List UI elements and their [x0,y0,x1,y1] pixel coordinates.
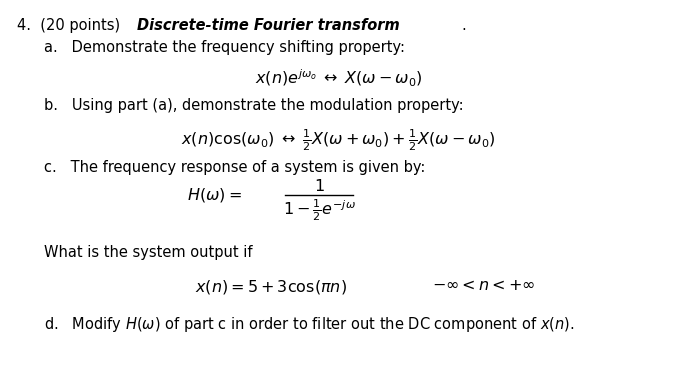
Text: $x(n) = 5 + 3\cos(\pi n)$: $x(n) = 5 + 3\cos(\pi n)$ [195,278,347,296]
Text: What is the system output if: What is the system output if [43,245,252,260]
Text: $x(n)\cos(\omega_0) \;\leftrightarrow\; \frac{1}{2}X(\omega + \omega_0) + \frac{: $x(n)\cos(\omega_0) \;\leftrightarrow\; … [181,127,496,153]
Text: $1 - \frac{1}{2}e^{-j\omega}$: $1 - \frac{1}{2}e^{-j\omega}$ [283,197,356,223]
Text: Discrete-time Fourier transform: Discrete-time Fourier transform [137,18,400,33]
Text: d.   Modify $H(\omega)$ of part c in order to filter out the DC component of $x(: d. Modify $H(\omega)$ of part c in order… [43,315,574,334]
Text: $H(\omega) = $: $H(\omega) = $ [187,186,241,204]
Text: c.   The frequency response of a system is given by:: c. The frequency response of a system is… [43,160,425,175]
Text: b.   Using part (a), demonstrate the modulation property:: b. Using part (a), demonstrate the modul… [43,98,463,113]
Text: $1$: $1$ [314,178,325,194]
Text: 4.  (20 points): 4. (20 points) [18,18,125,33]
Text: $x(n)e^{j\omega_o} \;\leftrightarrow\; X(\omega - \omega_0)$: $x(n)e^{j\omega_o} \;\leftrightarrow\; X… [255,68,422,89]
Text: a.   Demonstrate the frequency shifting property:: a. Demonstrate the frequency shifting pr… [43,40,405,55]
Text: .: . [461,18,466,33]
Text: $-\infty < n < +\infty$: $-\infty < n < +\infty$ [432,278,536,293]
